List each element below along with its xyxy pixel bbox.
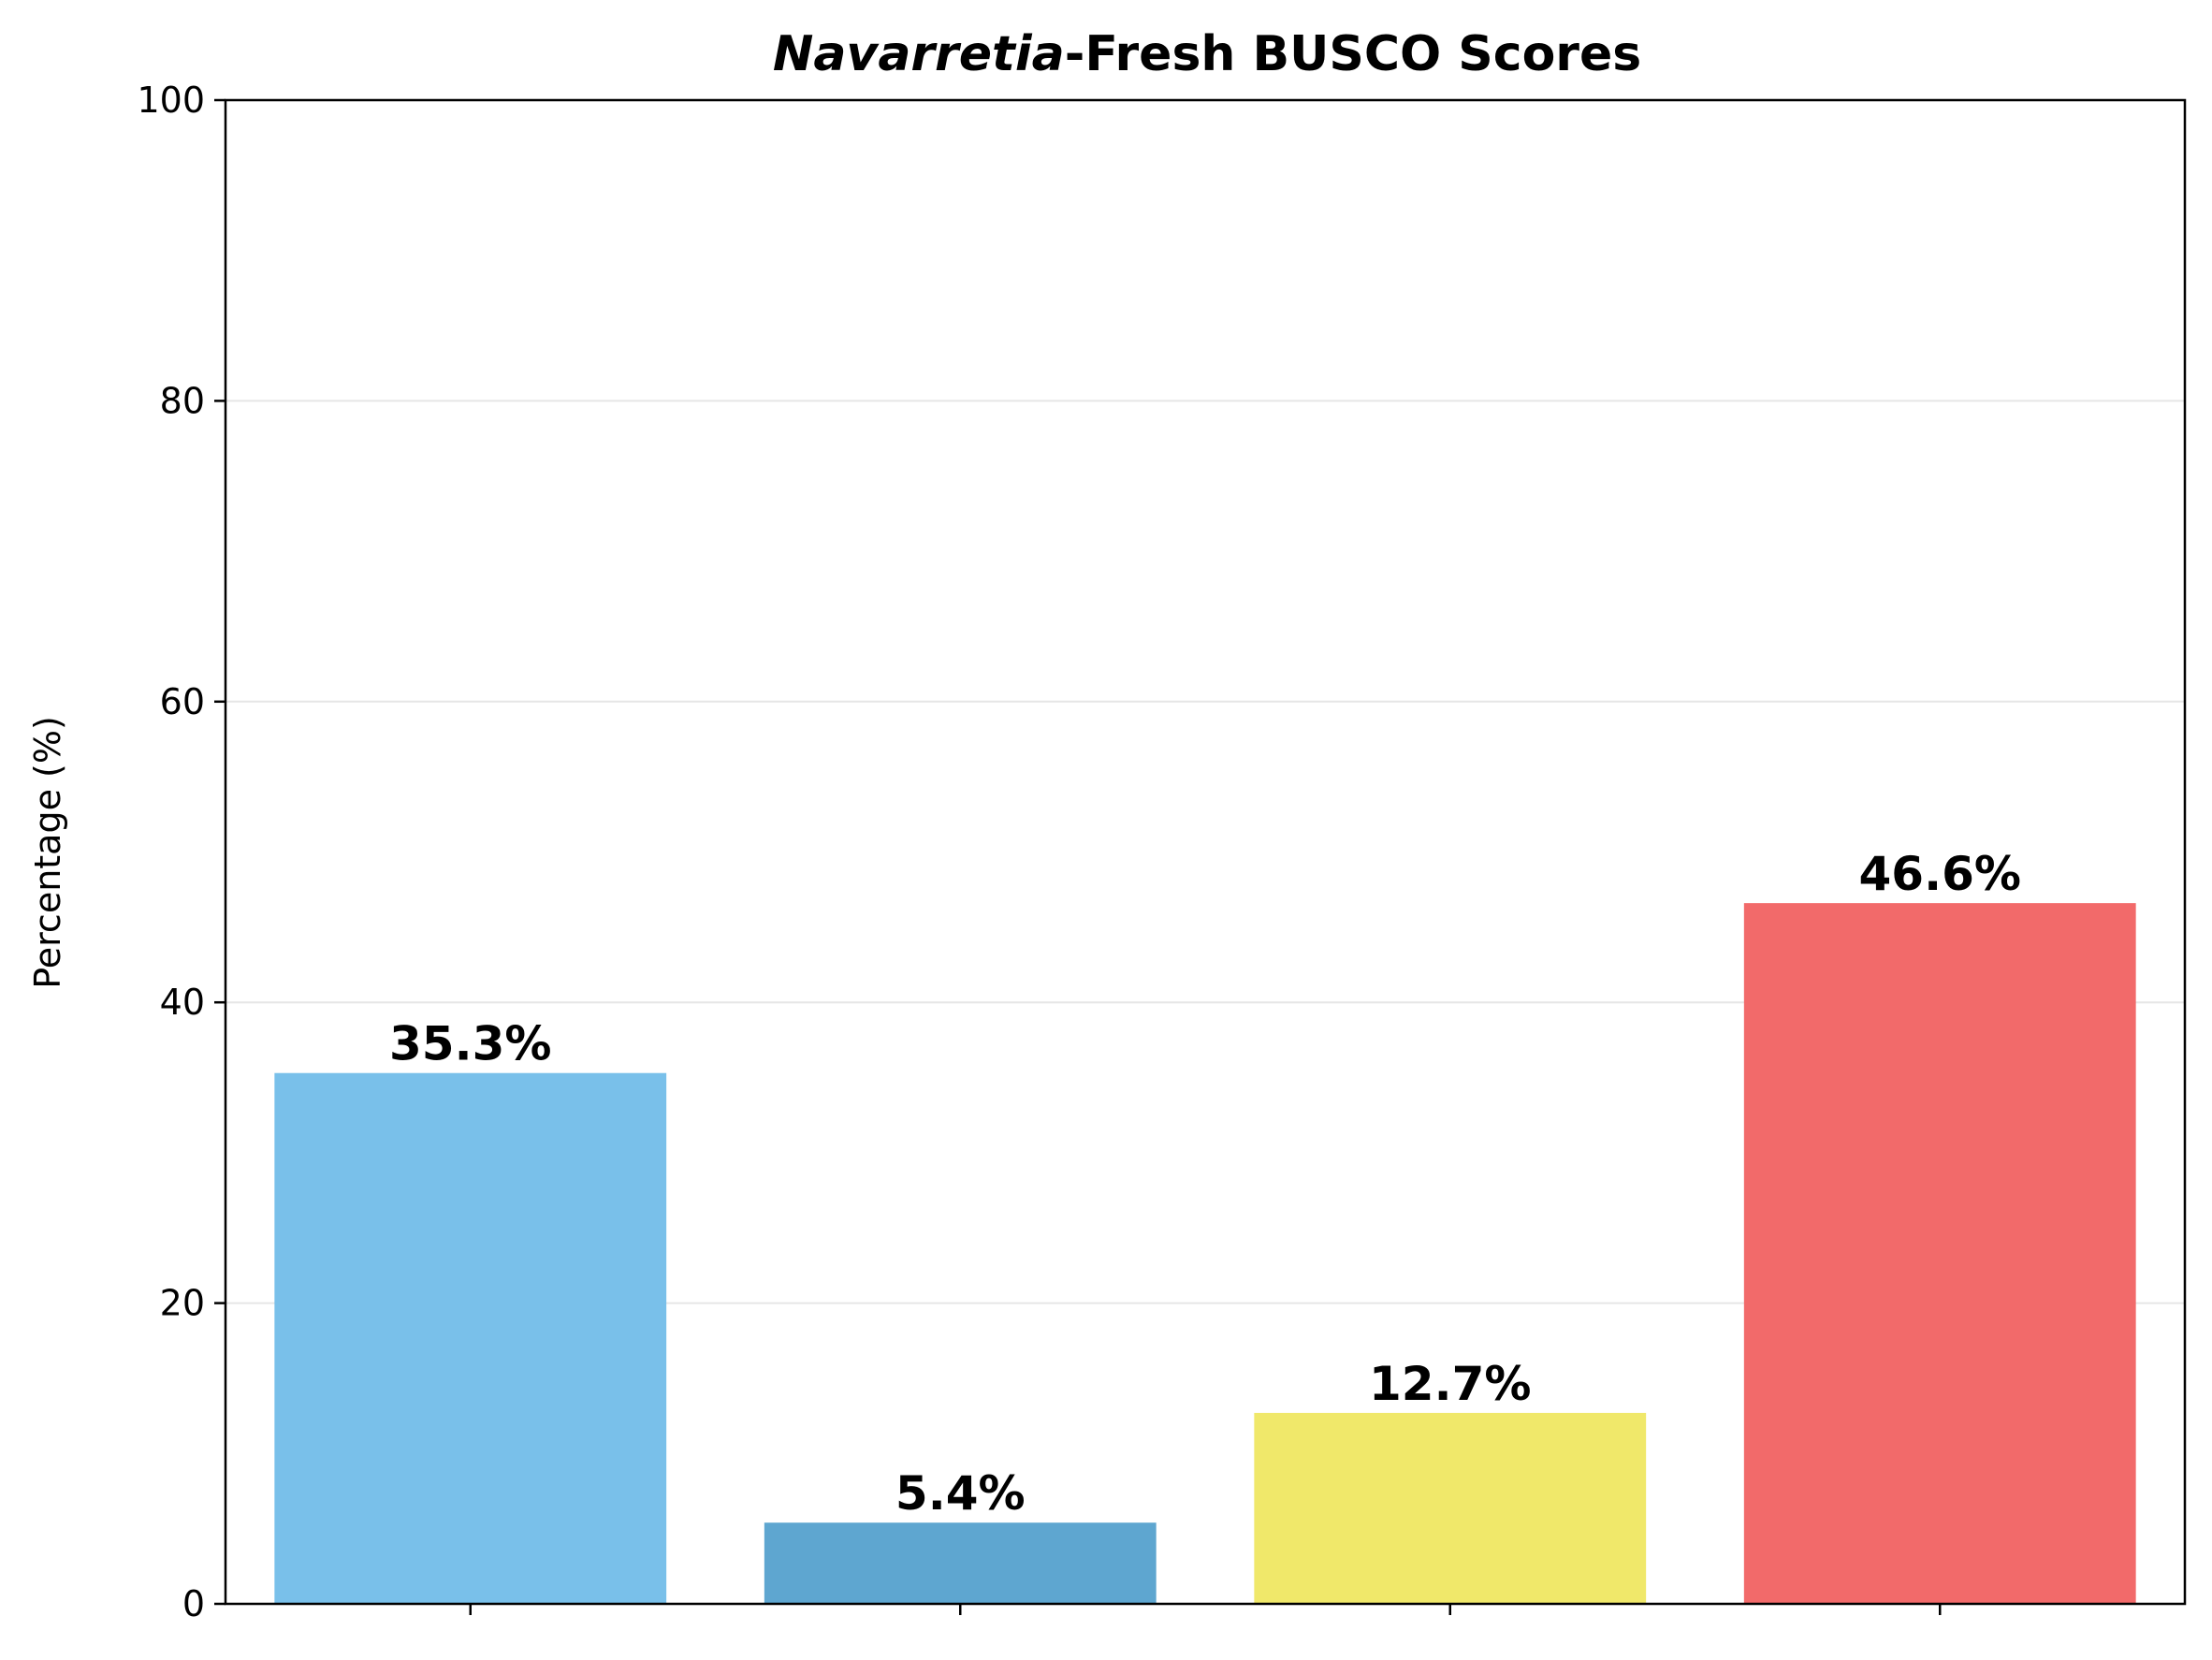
plot-frame bbox=[224, 98, 2187, 1606]
bar bbox=[274, 1072, 667, 1604]
chart-title-rest: -Fresh BUSCO Scores bbox=[1065, 26, 1641, 82]
bar bbox=[1254, 1412, 1647, 1604]
y-axis-label: Percentage (%) bbox=[27, 716, 68, 989]
chart-title: Navarretia-Fresh BUSCO Scores bbox=[773, 26, 1641, 82]
bar-value-label: 5.4% bbox=[895, 1466, 1026, 1521]
y-tick-label: 0 bbox=[182, 1583, 205, 1624]
y-tick-label: 60 bbox=[160, 681, 205, 722]
bar-value-label: 46.6% bbox=[1859, 847, 2021, 901]
bar bbox=[1743, 903, 2136, 1604]
bar bbox=[764, 1522, 1157, 1604]
data-labels: 35.3% 5.4% 12.7% 46.6% bbox=[389, 847, 2021, 1521]
y-tick-label: 20 bbox=[160, 1283, 205, 1324]
y-tick-label: 40 bbox=[160, 982, 205, 1023]
y-tick-label: 100 bbox=[137, 80, 205, 121]
axes: 0 20 40 60 80 100 bbox=[137, 80, 2187, 1624]
bar-value-label: 12.7% bbox=[1369, 1357, 1531, 1411]
bars bbox=[274, 903, 2136, 1604]
bar-value-label: 35.3% bbox=[389, 1017, 551, 1071]
y-tick-label: 80 bbox=[160, 380, 205, 421]
chart-title-italic: Navarretia bbox=[773, 26, 1065, 82]
